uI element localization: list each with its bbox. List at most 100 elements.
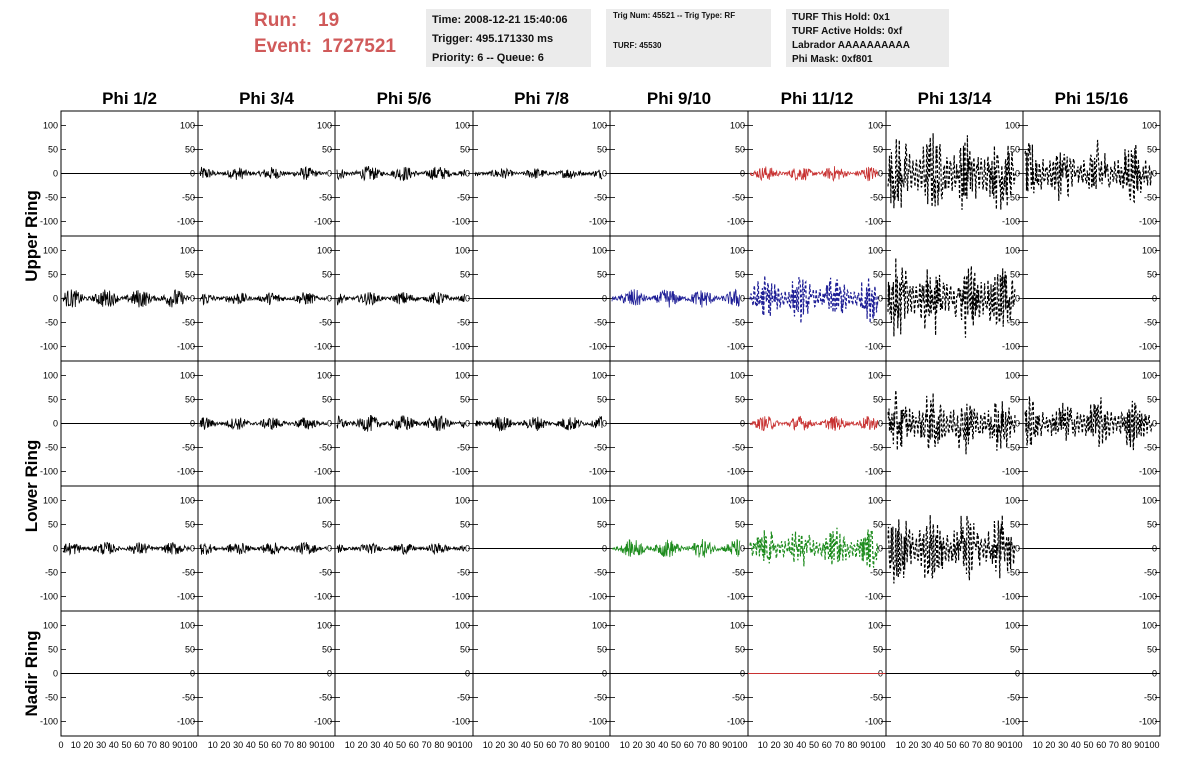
y-tick-label: -50: [457, 193, 470, 203]
waveform-trace-r3-c7: [887, 390, 1016, 455]
x-tick-label: 10: [71, 740, 81, 750]
y-tick-label: -50: [182, 318, 195, 328]
x-tick-label: 100: [732, 740, 747, 750]
run-label: Run:: [254, 10, 298, 31]
y-tick-label: -50: [319, 318, 332, 328]
y-tick-label: 100: [730, 370, 745, 380]
x-tick-label: 10: [345, 740, 355, 750]
y-tick-label: 100: [730, 620, 745, 630]
y-tick-label: 100: [1005, 370, 1020, 380]
y-tick-label: 100: [730, 245, 745, 255]
x-tick-label: 10: [1033, 740, 1043, 750]
y-tick-label: 0: [465, 544, 470, 554]
x-tick-label: 30: [921, 740, 931, 750]
x-tick-label: 30: [1058, 740, 1068, 750]
x-tick-label: 100: [1007, 740, 1022, 750]
x-tick-label: 60: [1096, 740, 1106, 750]
y-tick-label: 50: [48, 644, 58, 654]
x-tick-label: 30: [783, 740, 793, 750]
y-tick-label: -100: [1002, 592, 1020, 602]
y-tick-label: 50: [735, 644, 745, 654]
y-tick-label: -50: [870, 193, 883, 203]
y-tick-label: 50: [873, 519, 883, 529]
y-tick-label: -100: [452, 217, 470, 227]
y-tick-label: 100: [317, 620, 332, 630]
y-tick-label: -50: [1144, 568, 1157, 578]
y-tick-label: -100: [1139, 717, 1157, 727]
y-tick-label: -100: [177, 592, 195, 602]
y-tick-label: 100: [455, 495, 470, 505]
x-tick-label: 50: [533, 740, 543, 750]
y-tick-label: -50: [1144, 443, 1157, 453]
x-tick-label: 10: [620, 740, 630, 750]
waveform-trace-r1-c7: [887, 133, 1016, 210]
x-tick-label: 100: [182, 740, 197, 750]
turf-line: TURF: 45530: [613, 41, 662, 50]
x-tick-label: 90: [997, 740, 1007, 750]
y-tick-label: -100: [1002, 467, 1020, 477]
x-tick-label: 50: [396, 740, 406, 750]
y-tick-label: 50: [322, 269, 332, 279]
x-tick-label: 50: [809, 740, 819, 750]
y-tick-label: -100: [1002, 717, 1020, 727]
y-tick-label: -50: [457, 318, 470, 328]
y-tick-label: -50: [1007, 443, 1020, 453]
y-tick-label: 100: [180, 245, 195, 255]
y-tick-label: 0: [1152, 419, 1157, 429]
y-tick-label: 100: [868, 245, 883, 255]
y-tick-label: 100: [317, 495, 332, 505]
y-tick-label: 50: [735, 269, 745, 279]
x-tick-label: 80: [709, 740, 719, 750]
waveform-trace-r2-c2: [199, 292, 328, 306]
turf-active-line: TURF Active Holds: 0xf: [792, 26, 903, 37]
y-tick-label: 50: [735, 519, 745, 529]
column-title-8: Phi 15/16: [1055, 89, 1129, 108]
y-tick-label: -50: [870, 568, 883, 578]
y-tick-label: 0: [1152, 169, 1157, 179]
y-tick-label: 50: [460, 519, 470, 529]
y-tick-label: -100: [1139, 467, 1157, 477]
y-tick-label: -100: [40, 717, 58, 727]
y-tick-label: -100: [40, 342, 58, 352]
y-tick-label: 0: [602, 419, 607, 429]
turf-hold-line: TURF This Hold: 0x1: [792, 12, 890, 23]
x-tick-label: 90: [584, 740, 594, 750]
x-tick-label: 50: [258, 740, 268, 750]
y-tick-label: 100: [455, 620, 470, 630]
y-tick-label: -50: [870, 443, 883, 453]
waveform-trace-r1-c2: [199, 166, 327, 180]
y-tick-label: 0: [1015, 294, 1020, 304]
y-tick-label: -50: [732, 443, 745, 453]
y-tick-label: -50: [1144, 318, 1157, 328]
y-tick-label: 50: [322, 644, 332, 654]
y-tick-label: 50: [185, 144, 195, 154]
labrador-line: Labrador AAAAAAAAAA: [792, 40, 910, 51]
y-tick-label: -100: [865, 342, 883, 352]
y-tick-label: 100: [180, 620, 195, 630]
y-tick-label: -50: [457, 443, 470, 453]
x-tick-label: 80: [985, 740, 995, 750]
y-tick-label: 0: [740, 544, 745, 554]
waveform-trace-r2-c1: [62, 289, 191, 308]
y-tick-label: 50: [460, 394, 470, 404]
waveform-trace-r3-c8: [1024, 396, 1153, 451]
y-tick-label: -50: [732, 193, 745, 203]
y-tick-label: 50: [1010, 519, 1020, 529]
y-tick-label: 0: [190, 544, 195, 554]
y-tick-label: 0: [190, 294, 195, 304]
run-event-header: Run: 19 Event: 1727521: [254, 8, 424, 60]
y-tick-label: 100: [180, 120, 195, 130]
x-tick-label: 70: [147, 740, 157, 750]
y-tick-label: 50: [873, 269, 883, 279]
x-tick-label: 60: [959, 740, 969, 750]
x-tick-label: 90: [309, 740, 319, 750]
y-tick-label: -100: [1139, 217, 1157, 227]
waveform-trace-r2-c7: [887, 257, 1016, 338]
waveform-trace-r4-c6: [749, 527, 879, 569]
event-label: Event:: [254, 36, 313, 57]
y-tick-label: 50: [597, 144, 607, 154]
x-tick-label: 50: [946, 740, 956, 750]
y-tick-label: -100: [314, 217, 332, 227]
x-tick-label: 40: [109, 740, 119, 750]
x-tick-label: 100: [319, 740, 334, 750]
